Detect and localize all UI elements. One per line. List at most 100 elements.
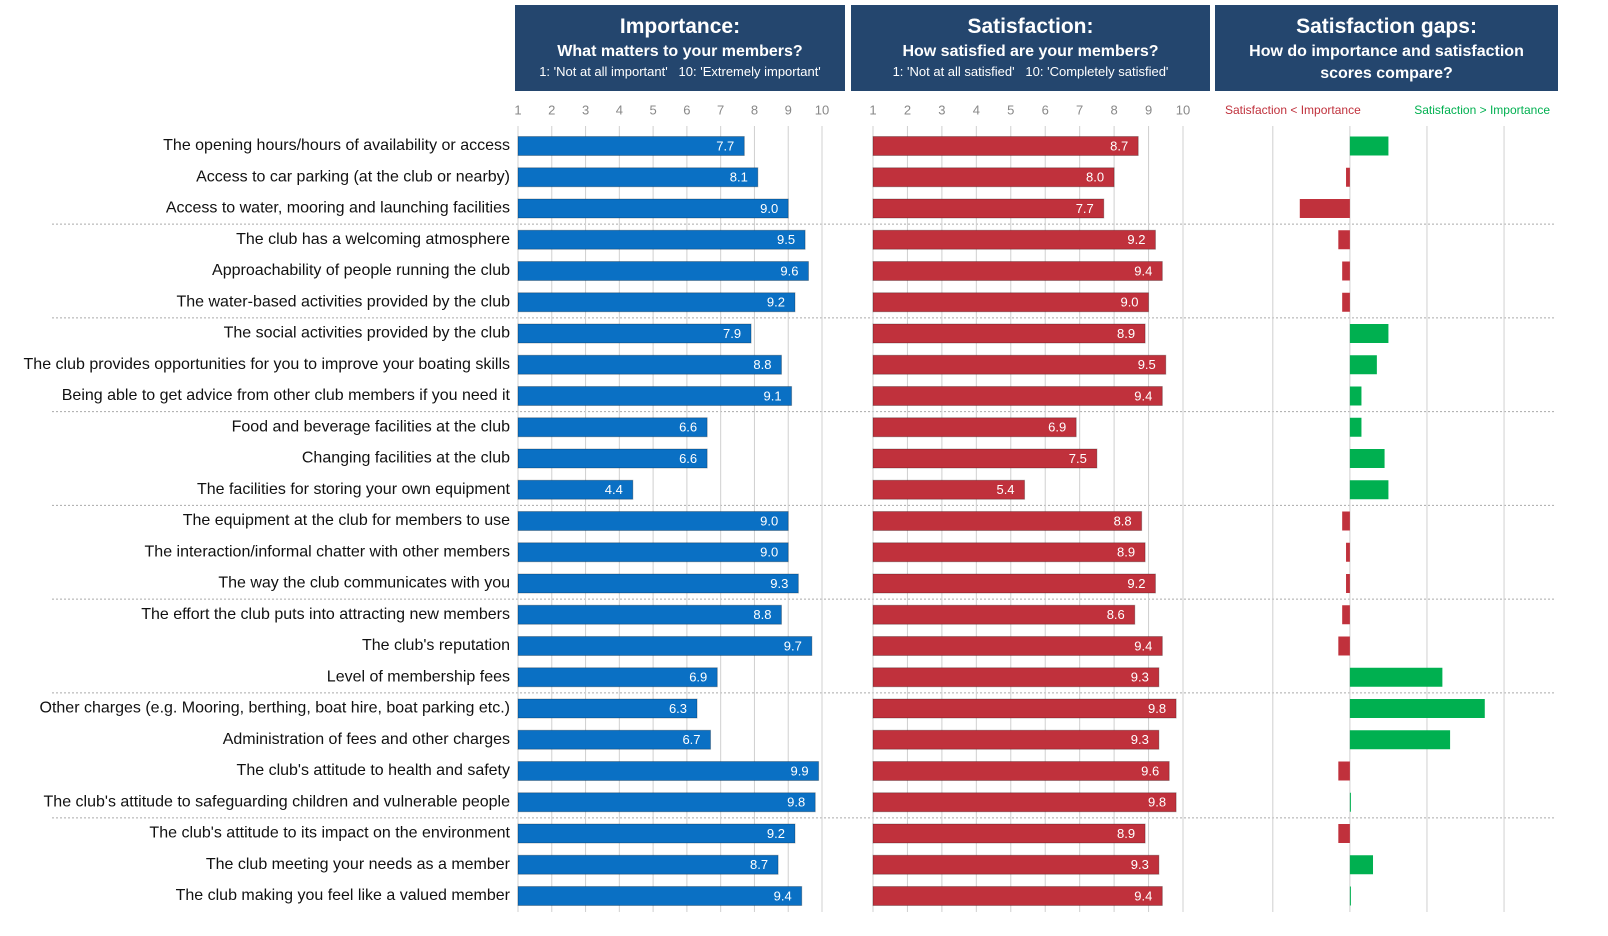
bar [872, 761, 1170, 781]
value-label: 9.1 [764, 388, 782, 403]
title: Importance: [619, 15, 741, 38]
gap-bar [1338, 230, 1350, 250]
bar [517, 604, 782, 625]
bar [517, 636, 813, 656]
row-label: The club's attitude to safeguarding chil… [44, 793, 511, 810]
bar [517, 323, 752, 344]
bar [517, 542, 789, 563]
bar [517, 823, 796, 844]
value-label: 7.9 [723, 326, 741, 341]
bar [872, 198, 1105, 219]
gap-bar [1349, 667, 1443, 687]
value-label: 6.9 [689, 670, 707, 685]
value-label: 9.7 [784, 638, 802, 653]
gap-bar [1349, 324, 1389, 343]
importance-header: Importance: What matters to your members… [515, 5, 845, 91]
bar [872, 729, 1160, 750]
bar [872, 667, 1160, 688]
gap-bar [1349, 699, 1485, 718]
value-label: 9.0 [760, 201, 778, 216]
value-label: 8.1 [730, 170, 748, 185]
gap-bar [1349, 480, 1389, 500]
value-label: 9.0 [760, 513, 778, 528]
bar [517, 886, 803, 906]
value-label: 5.4 [996, 482, 1014, 497]
row-label: The equipment at the club for members to… [183, 512, 510, 529]
bar [872, 479, 1026, 500]
bar [872, 448, 1098, 469]
bar [517, 448, 708, 469]
x-tick-label: 8 [751, 102, 758, 117]
row-label: Level of membership fees [327, 668, 510, 685]
value-label: 9.4 [774, 888, 792, 903]
bar [517, 511, 789, 531]
value-label: 7.5 [1069, 451, 1087, 466]
title: Satisfaction: [967, 15, 1094, 38]
row-label: The way the club communicates with you [218, 575, 510, 592]
x-tick-label: 6 [1042, 102, 1049, 117]
value-label: 6.6 [679, 451, 697, 466]
value-label: 4.4 [605, 482, 623, 497]
row-label: The club making you feel like a valued m… [176, 887, 511, 904]
x-tick-label: 10 [1176, 102, 1190, 117]
bar [872, 292, 1150, 313]
bar [517, 698, 698, 719]
bar [872, 823, 1146, 844]
value-label: 9.2 [767, 295, 785, 310]
x-tick-label: 4 [973, 102, 980, 117]
x-tick-label: 10 [815, 102, 829, 117]
bar [872, 417, 1077, 438]
subtitle: How satisfied are your members? [902, 43, 1159, 60]
bar [517, 417, 708, 438]
gap-bar [1338, 761, 1350, 781]
bar [517, 136, 745, 156]
bar [872, 604, 1136, 625]
gap-bar [1349, 417, 1362, 437]
negative-legend: Satisfaction < Importance [1225, 103, 1361, 117]
gap-bar [1349, 449, 1385, 468]
title: Satisfaction gaps: [1296, 15, 1477, 38]
value-label: 9.6 [1141, 763, 1159, 778]
gap-bar [1299, 199, 1350, 218]
bar [517, 292, 796, 313]
row-label: The effort the club puts into attracting… [141, 606, 510, 623]
gap-bar [1349, 886, 1351, 906]
value-label: 9.8 [787, 795, 805, 810]
row-label: The facilities for storing your own equi… [197, 481, 511, 498]
x-tick-label: 2 [548, 102, 555, 117]
row-label: Food and beverage facilities at the club [232, 418, 511, 435]
value-label: 9.2 [1127, 576, 1145, 591]
x-tick-label: 8 [1110, 102, 1117, 117]
row-label: Approachability of people running the cl… [212, 262, 510, 279]
x-tick-label: 3 [938, 102, 945, 117]
bar [872, 542, 1146, 563]
gap-header: Satisfaction gaps: How do importance and… [1215, 5, 1558, 91]
value-label: 8.8 [753, 357, 771, 372]
row-label: The club provides opportunities for you … [24, 356, 510, 373]
bar [872, 854, 1160, 875]
x-tick-label: 5 [649, 102, 656, 117]
gap-bar [1349, 136, 1389, 156]
row-label: The club's attitude to its impact on the… [149, 825, 510, 842]
value-label: 8.8 [753, 607, 771, 622]
value-label: 9.5 [777, 232, 795, 247]
gap-bar [1349, 386, 1362, 406]
value-label: 9.6 [780, 263, 798, 278]
row-label: Being able to get advice from other club… [62, 387, 511, 404]
value-label: 8.7 [1110, 138, 1128, 153]
value-label: 6.6 [679, 420, 697, 435]
bar [517, 261, 809, 281]
bar [872, 886, 1163, 906]
row-label: Administration of fees and other charges [223, 731, 510, 748]
value-label: 8.7 [750, 857, 768, 872]
row-label: Changing facilities at the club [302, 450, 510, 467]
row-label: The interaction/informal chatter with ot… [145, 543, 510, 560]
row-label: The water-based activities provided by t… [176, 293, 510, 310]
bar [872, 792, 1177, 813]
value-label: 9.4 [1134, 263, 1152, 278]
bar [872, 511, 1143, 531]
x-tick-label: 2 [904, 102, 911, 117]
row-label: The club's attitude to health and safety [237, 762, 510, 779]
x-tick-label: 4 [616, 102, 623, 117]
